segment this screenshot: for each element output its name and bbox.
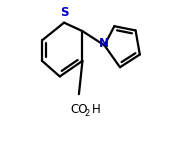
Text: S: S bbox=[60, 6, 68, 19]
Text: 2: 2 bbox=[85, 109, 90, 118]
Text: H: H bbox=[92, 103, 100, 116]
Text: N: N bbox=[99, 37, 109, 50]
Text: CO: CO bbox=[70, 103, 88, 116]
